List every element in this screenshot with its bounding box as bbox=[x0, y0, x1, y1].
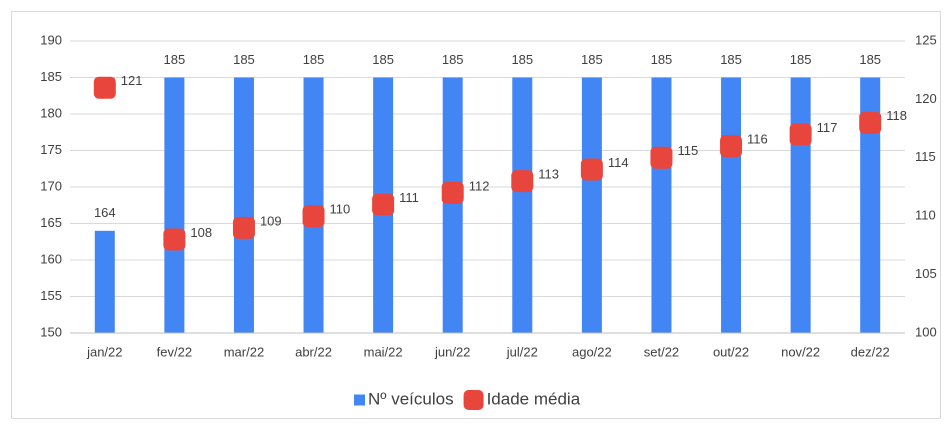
legend-swatch bbox=[463, 390, 484, 410]
data-label: 117 bbox=[817, 120, 838, 135]
y2-tick-label: 100 bbox=[915, 324, 937, 339]
x-tick-label: set/22 bbox=[644, 344, 679, 359]
data-label: 185 bbox=[442, 52, 464, 67]
legend-label: Nº veículos bbox=[368, 389, 454, 408]
marker bbox=[789, 123, 812, 146]
y2-tick-label: 115 bbox=[915, 149, 936, 164]
x-tick-label: mai/22 bbox=[364, 344, 403, 359]
y-tick-label: 160 bbox=[40, 251, 62, 266]
y2-tick-label: 125 bbox=[915, 32, 937, 47]
marker bbox=[580, 158, 603, 181]
x-tick-label: jan/22 bbox=[86, 344, 122, 359]
bar bbox=[164, 77, 185, 333]
data-label: 185 bbox=[511, 52, 533, 67]
data-label: 112 bbox=[469, 178, 490, 193]
y-tick-label: 185 bbox=[40, 69, 62, 84]
x-tick-label: jul/22 bbox=[506, 344, 538, 359]
marker bbox=[650, 146, 673, 169]
bar bbox=[442, 77, 463, 333]
marker bbox=[511, 170, 534, 193]
data-label: 118 bbox=[886, 108, 907, 123]
marker bbox=[232, 216, 255, 239]
data-label: 116 bbox=[747, 132, 768, 147]
x-tick-label: out/22 bbox=[713, 344, 749, 359]
bar bbox=[233, 77, 254, 333]
marker bbox=[859, 111, 882, 134]
marker bbox=[441, 181, 464, 204]
data-label: 185 bbox=[164, 52, 186, 67]
data-label: 111 bbox=[399, 190, 419, 205]
bar bbox=[721, 77, 742, 333]
marker bbox=[720, 135, 743, 158]
data-label: 185 bbox=[581, 52, 603, 67]
y-tick-label: 155 bbox=[40, 288, 62, 303]
data-label: 164 bbox=[94, 205, 116, 220]
x-tick-label: mar/22 bbox=[224, 344, 264, 359]
y-tick-label: 190 bbox=[40, 32, 62, 47]
bar bbox=[790, 77, 811, 333]
y2-tick-label: 120 bbox=[915, 91, 937, 106]
bar bbox=[512, 77, 533, 333]
x-tick-label: ago/22 bbox=[572, 344, 612, 359]
bar bbox=[651, 77, 672, 333]
x-tick-label: nov/22 bbox=[781, 344, 820, 359]
data-label: 110 bbox=[330, 202, 351, 217]
x-tick-label: jun/22 bbox=[434, 344, 470, 359]
data-label: 109 bbox=[260, 213, 282, 228]
data-label: 108 bbox=[190, 225, 212, 240]
data-label: 115 bbox=[677, 143, 698, 158]
y-tick-label: 150 bbox=[40, 324, 62, 339]
y2-tick-label: 110 bbox=[915, 208, 936, 223]
x-tick-label: abr/22 bbox=[295, 344, 332, 359]
x-tick-label: fev/22 bbox=[157, 344, 192, 359]
y2-tick-label: 105 bbox=[915, 266, 937, 281]
legend-label: Idade média bbox=[487, 389, 581, 408]
x-tick-label: dez/22 bbox=[851, 344, 890, 359]
marker bbox=[93, 76, 116, 99]
data-label: 113 bbox=[538, 167, 559, 182]
bar bbox=[581, 77, 602, 333]
data-label: 114 bbox=[608, 155, 629, 170]
y-tick-label: 180 bbox=[40, 105, 62, 120]
data-label: 185 bbox=[790, 52, 812, 67]
marker bbox=[372, 193, 395, 216]
data-label: 185 bbox=[651, 52, 673, 67]
legend-swatch bbox=[354, 394, 365, 406]
bar bbox=[860, 77, 881, 333]
data-label: 185 bbox=[720, 52, 742, 67]
data-label: 185 bbox=[303, 52, 325, 67]
y-tick-label: 175 bbox=[40, 142, 62, 157]
data-label: 121 bbox=[121, 73, 143, 88]
y-tick-label: 165 bbox=[40, 215, 62, 230]
y-tick-label: 170 bbox=[40, 178, 62, 193]
marker bbox=[302, 205, 325, 228]
bar bbox=[94, 230, 115, 333]
marker bbox=[163, 228, 186, 251]
data-label: 185 bbox=[859, 52, 881, 67]
data-label: 185 bbox=[233, 52, 255, 67]
data-label: 185 bbox=[372, 52, 394, 67]
